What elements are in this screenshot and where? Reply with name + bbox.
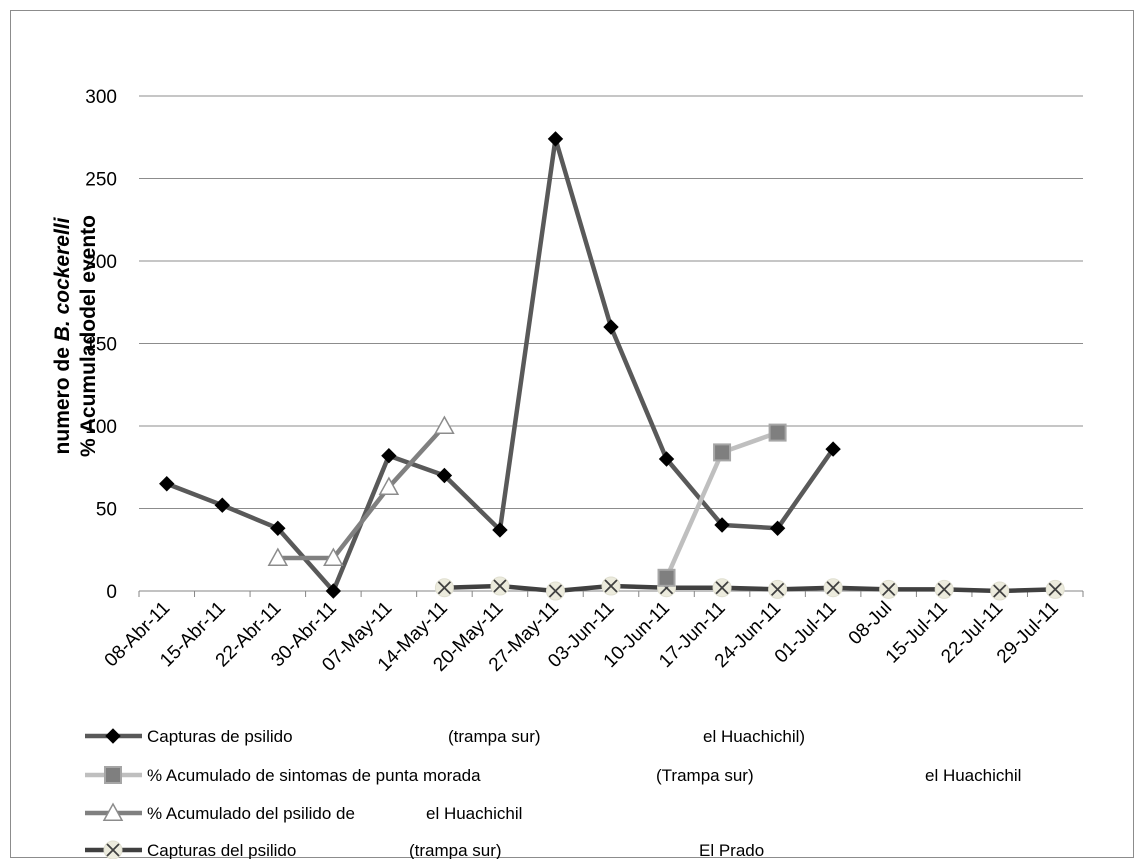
y-tick-label: 300	[85, 87, 117, 108]
series-line	[444, 583, 1056, 594]
data-point-x	[437, 581, 452, 595]
series-3	[267, 415, 455, 566]
y-tick-labels: 0 50 100 150 200 250 300	[85, 87, 117, 603]
series-line	[277, 424, 447, 561]
data-point-diamond	[547, 131, 564, 147]
gridlines	[138, 95, 1084, 597]
data-point-triangle	[378, 476, 400, 495]
legend-label: (trampa sur)	[448, 727, 541, 746]
data-point-triangle	[102, 802, 124, 821]
legend-label: % Acumulado de sintomas de punta morada	[147, 766, 481, 785]
data-point-x	[826, 581, 840, 595]
legend-label: El Prado	[699, 841, 764, 859]
legend-item-1: Capturas de psilido (trampa sur) el Huachi…	[85, 727, 805, 746]
data-point-square	[104, 766, 122, 784]
legend-label: % Acumulado del psilido de	[147, 804, 355, 823]
data-point-x	[770, 582, 785, 596]
data-point-diamond	[105, 728, 121, 744]
y-tick-label: 150	[85, 335, 117, 356]
data-point-square	[713, 443, 732, 462]
legend-item-3: % Acumulado del psilido de el Huachichil	[85, 802, 522, 823]
series-4	[434, 576, 1065, 601]
data-point-diamond	[270, 520, 286, 537]
x-tick-label: 08-Jul	[845, 598, 896, 649]
y-tick-label: 250	[85, 170, 117, 191]
data-point-triangle	[267, 547, 289, 566]
legend-label: (Trampa sur)	[656, 766, 754, 785]
data-point-diamond	[714, 517, 730, 533]
series-layer	[159, 131, 1065, 601]
data-point-diamond	[769, 520, 786, 537]
data-point-diamond	[658, 451, 675, 467]
legend-label: el Huachichil	[426, 804, 522, 823]
x-tick-label: 29-Jul-11	[993, 598, 1063, 668]
data-point-square	[657, 568, 676, 587]
legend-label: el Huachichil)	[703, 727, 805, 746]
x-tick-label: 01-Jul-11	[771, 598, 841, 668]
legend-label: Capturas de psilido	[147, 727, 293, 746]
data-point-diamond	[436, 467, 453, 484]
data-point-triangle	[434, 415, 455, 434]
legend-item-2: % Acumulado de sintomas de punta morada (…	[85, 766, 1021, 785]
y-tick-label: 200	[85, 252, 117, 273]
line-chart: 0 50 100 150 200 250 300 08-Abr-1115-Abr-1122-…	[51, 87, 1084, 860]
series-1	[159, 131, 841, 599]
y-axis-label-line2: % Acumuladodel evento	[77, 215, 100, 457]
y-tick-label: 50	[96, 500, 117, 521]
data-point-diamond	[825, 441, 841, 457]
y-axis-label: numero de B. cockerelli % Acumuladodel e…	[51, 215, 100, 457]
data-point-x	[937, 582, 951, 596]
data-point-square	[768, 423, 787, 442]
y-axis-label-line1: numero de B. cockerelli	[51, 216, 74, 454]
data-point-diamond	[492, 522, 508, 538]
legend-label: (trampa sur)	[409, 841, 502, 859]
y-tick-label: 0	[106, 582, 117, 603]
series-2	[657, 423, 787, 587]
data-point-x	[548, 584, 563, 598]
data-point-x	[604, 579, 618, 593]
data-point-x	[993, 584, 1007, 598]
data-point-diamond	[159, 476, 175, 492]
data-point-diamond	[603, 319, 619, 335]
legend-item-4: Capturas del psilido (trampa sur) El Prado	[85, 840, 764, 860]
y-tick-label: 100	[85, 417, 117, 438]
data-point-x	[715, 581, 729, 595]
legend-label: Capturas del psilido	[147, 841, 296, 859]
data-point-x	[882, 582, 896, 596]
data-point-diamond	[325, 583, 342, 599]
data-point-diamond	[214, 497, 231, 513]
x-tick-labels: 08-Abr-1115-Abr-1122-Abr-1130-Abr-1107-M…	[101, 598, 1063, 676]
data-point-x	[106, 843, 120, 857]
legend-label: el Huachichil	[925, 766, 1021, 785]
legend: Capturas de psilido (trampa sur) el Huachi…	[85, 727, 1021, 860]
chart-frame: 0 50 100 150 200 250 300 08-Abr-11 15-Abr-11 22-…	[10, 10, 1134, 860]
data-point-diamond	[381, 447, 397, 464]
data-point-x	[1048, 582, 1062, 596]
data-point-x	[493, 579, 507, 593]
data-point-triangle	[323, 547, 344, 566]
